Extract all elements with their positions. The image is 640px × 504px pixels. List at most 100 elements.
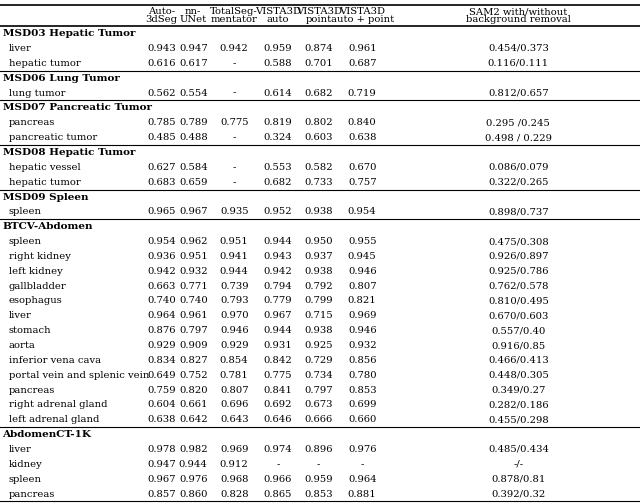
Text: -: - xyxy=(232,163,236,172)
Text: hepatic tumor: hepatic tumor xyxy=(9,59,81,68)
Text: 0.937: 0.937 xyxy=(305,252,333,261)
Text: 0.485/0.434: 0.485/0.434 xyxy=(488,445,549,454)
Text: 0.978: 0.978 xyxy=(147,445,175,454)
Text: 0.896: 0.896 xyxy=(305,445,333,454)
Text: 0.961: 0.961 xyxy=(348,44,376,53)
Text: AbdomenCT-1K: AbdomenCT-1K xyxy=(3,430,92,439)
Text: stomach: stomach xyxy=(9,326,52,335)
Text: 0.696: 0.696 xyxy=(220,401,248,409)
Text: 0.969: 0.969 xyxy=(348,311,376,321)
Text: 0.797: 0.797 xyxy=(179,326,207,335)
Text: 0.946: 0.946 xyxy=(348,267,376,276)
Text: 0.448/0.305: 0.448/0.305 xyxy=(488,371,549,380)
Text: 0.295 /0.245: 0.295 /0.245 xyxy=(486,118,550,127)
Text: 0.942: 0.942 xyxy=(220,44,248,53)
Text: 0.673: 0.673 xyxy=(305,401,333,409)
Text: VISTA3D: VISTA3D xyxy=(339,7,385,16)
Text: liver: liver xyxy=(9,44,32,53)
Text: VISTA3D: VISTA3D xyxy=(296,7,342,16)
Text: spleen: spleen xyxy=(9,237,42,246)
Text: 0.649: 0.649 xyxy=(147,371,175,380)
Text: 0.931: 0.931 xyxy=(264,341,292,350)
Text: 0.588: 0.588 xyxy=(264,59,292,68)
Text: pancreatic tumor: pancreatic tumor xyxy=(9,133,97,142)
Text: 0.842: 0.842 xyxy=(264,356,292,365)
Text: 0.955: 0.955 xyxy=(348,237,376,246)
Text: MSD09 Spleen: MSD09 Spleen xyxy=(3,193,88,202)
Text: 0.670: 0.670 xyxy=(348,163,376,172)
Text: 0.959: 0.959 xyxy=(264,44,292,53)
Text: 0.729: 0.729 xyxy=(305,356,333,365)
Text: 0.627: 0.627 xyxy=(147,163,175,172)
Text: 0.951: 0.951 xyxy=(179,252,207,261)
Text: spleen: spleen xyxy=(9,475,42,484)
Text: 0.967: 0.967 xyxy=(147,475,175,484)
Text: 0.603: 0.603 xyxy=(305,133,333,142)
Text: 0.860: 0.860 xyxy=(179,489,207,498)
Text: -: - xyxy=(276,460,280,469)
Text: 0.938: 0.938 xyxy=(305,326,333,335)
Text: 0.926/0.897: 0.926/0.897 xyxy=(488,252,548,261)
Text: 0.943: 0.943 xyxy=(147,44,175,53)
Text: 0.945: 0.945 xyxy=(348,252,376,261)
Text: 0.666: 0.666 xyxy=(305,415,333,424)
Text: 0.752: 0.752 xyxy=(179,371,207,380)
Text: 0.789: 0.789 xyxy=(179,118,207,127)
Text: -/-: -/- xyxy=(513,460,524,469)
Text: 0.857: 0.857 xyxy=(147,489,175,498)
Text: pancreas: pancreas xyxy=(9,489,55,498)
Text: point: point xyxy=(306,15,332,24)
Text: 0.982: 0.982 xyxy=(179,445,207,454)
Text: 0.954: 0.954 xyxy=(147,237,175,246)
Text: BTCV-Abdomen: BTCV-Abdomen xyxy=(3,222,93,231)
Text: 0.699: 0.699 xyxy=(348,401,376,409)
Text: pancreas: pancreas xyxy=(9,386,55,395)
Text: 0.660: 0.660 xyxy=(348,415,376,424)
Text: 0.828: 0.828 xyxy=(220,489,248,498)
Text: 0.967: 0.967 xyxy=(179,207,207,216)
Text: 0.916/0.85: 0.916/0.85 xyxy=(492,341,545,350)
Text: auto + point: auto + point xyxy=(331,15,394,24)
Text: 0.929: 0.929 xyxy=(220,341,248,350)
Text: UNet: UNet xyxy=(180,15,207,24)
Text: background removal: background removal xyxy=(466,15,571,24)
Text: pancreas: pancreas xyxy=(9,118,55,127)
Text: 0.944: 0.944 xyxy=(263,237,292,246)
Text: 0.841: 0.841 xyxy=(263,386,292,395)
Text: 0.802: 0.802 xyxy=(305,118,333,127)
Text: 0.959: 0.959 xyxy=(305,475,333,484)
Text: 0.865: 0.865 xyxy=(264,489,292,498)
Text: 0.757: 0.757 xyxy=(348,177,376,186)
Text: 0.853: 0.853 xyxy=(305,489,333,498)
Text: 0.951: 0.951 xyxy=(220,237,248,246)
Text: 0.942: 0.942 xyxy=(147,267,175,276)
Text: 0.964: 0.964 xyxy=(348,475,376,484)
Text: 0.638: 0.638 xyxy=(348,133,376,142)
Text: 0.638: 0.638 xyxy=(147,415,175,424)
Text: mentator: mentator xyxy=(211,15,258,24)
Text: 0.947: 0.947 xyxy=(147,460,175,469)
Text: 0.943: 0.943 xyxy=(264,252,292,261)
Text: 0.466/0.413: 0.466/0.413 xyxy=(488,356,548,365)
Text: 0.584: 0.584 xyxy=(179,163,207,172)
Text: aorta: aorta xyxy=(9,341,36,350)
Text: 0.810/0.495: 0.810/0.495 xyxy=(488,296,549,305)
Text: 0.954: 0.954 xyxy=(348,207,376,216)
Text: 0.116/0.111: 0.116/0.111 xyxy=(488,59,549,68)
Text: gallbladder: gallbladder xyxy=(9,282,67,291)
Text: 0.819: 0.819 xyxy=(264,118,292,127)
Text: auto: auto xyxy=(266,15,289,24)
Text: -: - xyxy=(317,460,321,469)
Text: 0.614: 0.614 xyxy=(264,89,292,98)
Text: kidney: kidney xyxy=(9,460,43,469)
Text: 0.683: 0.683 xyxy=(147,177,175,186)
Text: 0.604: 0.604 xyxy=(147,401,175,409)
Text: 0.807: 0.807 xyxy=(220,386,248,395)
Text: 0.475/0.308: 0.475/0.308 xyxy=(488,237,548,246)
Text: MSD06 Lung Tumor: MSD06 Lung Tumor xyxy=(3,74,120,83)
Text: 0.812/0.657: 0.812/0.657 xyxy=(488,89,548,98)
Text: 0.944: 0.944 xyxy=(263,326,292,335)
Text: inferior vena cava: inferior vena cava xyxy=(9,356,101,365)
Text: 0.643: 0.643 xyxy=(220,415,248,424)
Text: 0.853: 0.853 xyxy=(348,386,376,395)
